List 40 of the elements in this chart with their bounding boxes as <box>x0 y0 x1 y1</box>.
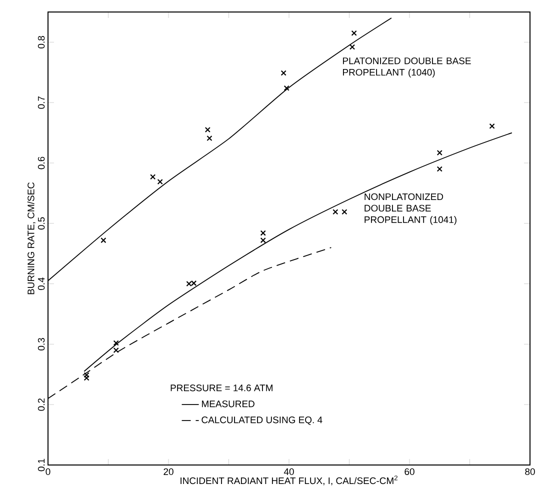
annotation: PLATONIZED DOUBLE BASE PROPELLANT (1040) <box>343 57 471 78</box>
x-tick-label: 20 <box>164 468 174 476</box>
point <box>489 123 495 129</box>
y-tick-label: 0.6 <box>38 156 45 170</box>
point <box>280 70 286 76</box>
point <box>206 135 212 142</box>
legend-title: PRESSURE = 14.6 ATM <box>170 384 272 392</box>
y-tick-label: 0.7 <box>38 96 45 109</box>
point <box>150 174 156 180</box>
point <box>157 178 163 185</box>
point <box>260 230 266 236</box>
point <box>351 30 357 36</box>
x-tick-label: 40 <box>284 468 294 476</box>
point <box>436 150 442 156</box>
x-tick-label: 0 <box>46 468 50 476</box>
point <box>113 347 119 354</box>
point <box>84 372 90 378</box>
x-tick-label: 80 <box>525 468 535 476</box>
y-tick-label: 0.8 <box>38 36 45 48</box>
legend-label: CALCULATED USING EQ. 4 <box>202 416 322 425</box>
point <box>204 126 210 133</box>
point <box>436 166 442 172</box>
annotation: NONPLATONIZED DOUBLE BASE PROPELLANT (1041) <box>364 193 456 225</box>
y-tick-label: 0.2 <box>38 398 45 411</box>
legend-label: MEASURED <box>202 400 254 408</box>
point <box>349 44 356 50</box>
point <box>342 209 348 215</box>
y-tick-label: 0.5 <box>38 217 45 230</box>
point <box>260 237 266 244</box>
point <box>84 375 90 381</box>
x-tick-label: 60 <box>404 468 414 476</box>
point <box>284 85 290 91</box>
point <box>113 340 119 346</box>
y-tick-label: 0.4 <box>38 277 45 290</box>
y-tick-label: 0.1 <box>38 458 45 472</box>
x-axis-title: INCIDENT RADIANT HEAT FLUX, I, CAL/SEC-CM$^{2}$ <box>180 476 398 486</box>
point <box>100 237 106 244</box>
y-axis-title: BURNING RATE, CM/SEC <box>27 182 36 294</box>
point <box>332 209 338 215</box>
y-tick-label: 0.3 <box>38 338 45 350</box>
